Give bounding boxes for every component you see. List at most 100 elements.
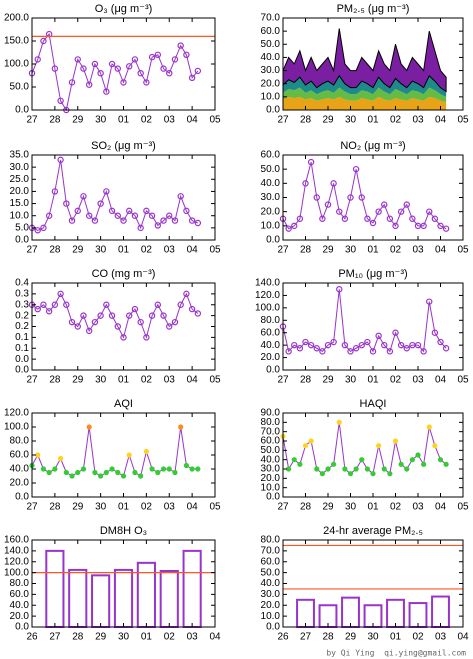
data-point bbox=[392, 222, 399, 230]
x-tick-label: 04 bbox=[187, 245, 199, 256]
data-point bbox=[109, 466, 115, 472]
data-point bbox=[386, 215, 394, 222]
x-tick-label: 01 bbox=[118, 245, 130, 256]
data-point bbox=[131, 305, 139, 313]
data-point bbox=[364, 338, 371, 346]
panel-title: AQI bbox=[114, 398, 133, 410]
bar bbox=[91, 574, 111, 628]
x-tick-label: 30 bbox=[118, 632, 130, 643]
data-point bbox=[409, 457, 415, 463]
y-tick-label: 30.0 bbox=[261, 192, 281, 203]
data-point bbox=[40, 224, 47, 232]
y-tick-label: 60.0 bbox=[261, 26, 281, 37]
data-point bbox=[370, 471, 376, 477]
data-point bbox=[138, 473, 144, 479]
data-point bbox=[75, 469, 81, 476]
data-point bbox=[91, 318, 99, 326]
x-tick-label: 04 bbox=[187, 502, 199, 513]
data-point bbox=[131, 212, 139, 219]
data-point bbox=[46, 469, 52, 476]
x-tick-label: 30 bbox=[95, 245, 107, 256]
data-point bbox=[331, 461, 337, 467]
data-point bbox=[302, 338, 309, 346]
data-point bbox=[398, 461, 404, 467]
data-point bbox=[426, 298, 433, 305]
y-tick-label: 150.0 bbox=[4, 36, 29, 47]
data-point bbox=[296, 345, 304, 352]
x-tick-label: 01 bbox=[367, 502, 379, 513]
data-point bbox=[34, 305, 41, 313]
x-tick-label: 29 bbox=[72, 375, 84, 386]
data-point bbox=[347, 471, 354, 477]
x-tick-label: 03 bbox=[187, 632, 199, 643]
data-point bbox=[341, 341, 349, 349]
data-point bbox=[285, 348, 292, 355]
data-point bbox=[51, 188, 59, 195]
data-point bbox=[415, 452, 421, 458]
data-point bbox=[330, 180, 337, 187]
data-point bbox=[381, 466, 387, 472]
y-tick-label: 0.0 bbox=[266, 235, 280, 246]
data-point bbox=[57, 156, 64, 164]
data-point bbox=[91, 217, 99, 224]
x-tick-label: 29 bbox=[345, 632, 357, 643]
data-point bbox=[336, 208, 343, 215]
x-tick-label: 05 bbox=[457, 375, 469, 386]
data-point bbox=[103, 469, 109, 476]
y-tick-label: 60.0 bbox=[10, 450, 30, 461]
y-tick-label: 80.0 bbox=[261, 535, 281, 546]
y-tick-label: 0.0 bbox=[266, 105, 280, 116]
data-point bbox=[341, 215, 349, 222]
x-tick-label: 30 bbox=[95, 502, 107, 513]
data-point bbox=[80, 193, 87, 200]
y-tick-label: 70.0 bbox=[261, 13, 281, 24]
data-point bbox=[97, 200, 104, 207]
data-point bbox=[443, 461, 449, 467]
y-tick-label: 140.0 bbox=[4, 546, 29, 557]
data-point bbox=[85, 81, 93, 88]
data-point bbox=[74, 56, 81, 63]
data-point bbox=[166, 69, 173, 77]
y-tick-label: 40.0 bbox=[261, 578, 281, 589]
data-point bbox=[35, 452, 41, 458]
y-tick-label: 40.0 bbox=[261, 178, 281, 189]
series-line bbox=[31, 32, 199, 112]
x-tick-label: 04 bbox=[187, 115, 199, 126]
x-tick-label: 05 bbox=[209, 375, 221, 386]
x-tick-label: 29 bbox=[72, 115, 84, 126]
x-tick-label: 05 bbox=[457, 115, 469, 126]
x-tick-label: 28 bbox=[49, 245, 61, 256]
x-tick-label: 02 bbox=[390, 115, 402, 126]
data-point bbox=[403, 201, 410, 208]
panel-title: O₃ (μg m⁻³) bbox=[95, 3, 153, 15]
y-tick-label: 10.0 bbox=[261, 220, 281, 231]
y-tick-label: 0.0 bbox=[15, 365, 29, 376]
data-point bbox=[143, 207, 150, 215]
data-point bbox=[188, 305, 196, 313]
data-point bbox=[352, 345, 360, 352]
data-point bbox=[63, 200, 70, 207]
x-tick-label: 29 bbox=[322, 115, 334, 126]
data-point bbox=[63, 301, 70, 308]
y-tick-label: 30.0 bbox=[261, 589, 281, 600]
data-point bbox=[376, 443, 382, 449]
data-point bbox=[68, 318, 76, 326]
y-tick-label: 60.0 bbox=[261, 436, 281, 447]
y-tick-label: 0.4 bbox=[15, 278, 29, 289]
data-point bbox=[51, 65, 59, 72]
data-point bbox=[308, 438, 314, 444]
data-point bbox=[431, 215, 439, 222]
data-point bbox=[108, 312, 116, 319]
data-point bbox=[52, 466, 58, 472]
panel-title: CO (mg m⁻³) bbox=[92, 268, 156, 280]
area-layer bbox=[282, 28, 447, 93]
panel-title: NO₂ (μg m⁻³) bbox=[340, 140, 405, 152]
data-point bbox=[120, 79, 127, 86]
bar bbox=[296, 598, 315, 628]
data-point bbox=[426, 208, 433, 215]
x-tick-label: 02 bbox=[390, 375, 402, 386]
data-point bbox=[403, 345, 410, 352]
data-point bbox=[126, 452, 132, 458]
data-point bbox=[183, 290, 190, 298]
x-tick-label: 28 bbox=[300, 375, 312, 386]
